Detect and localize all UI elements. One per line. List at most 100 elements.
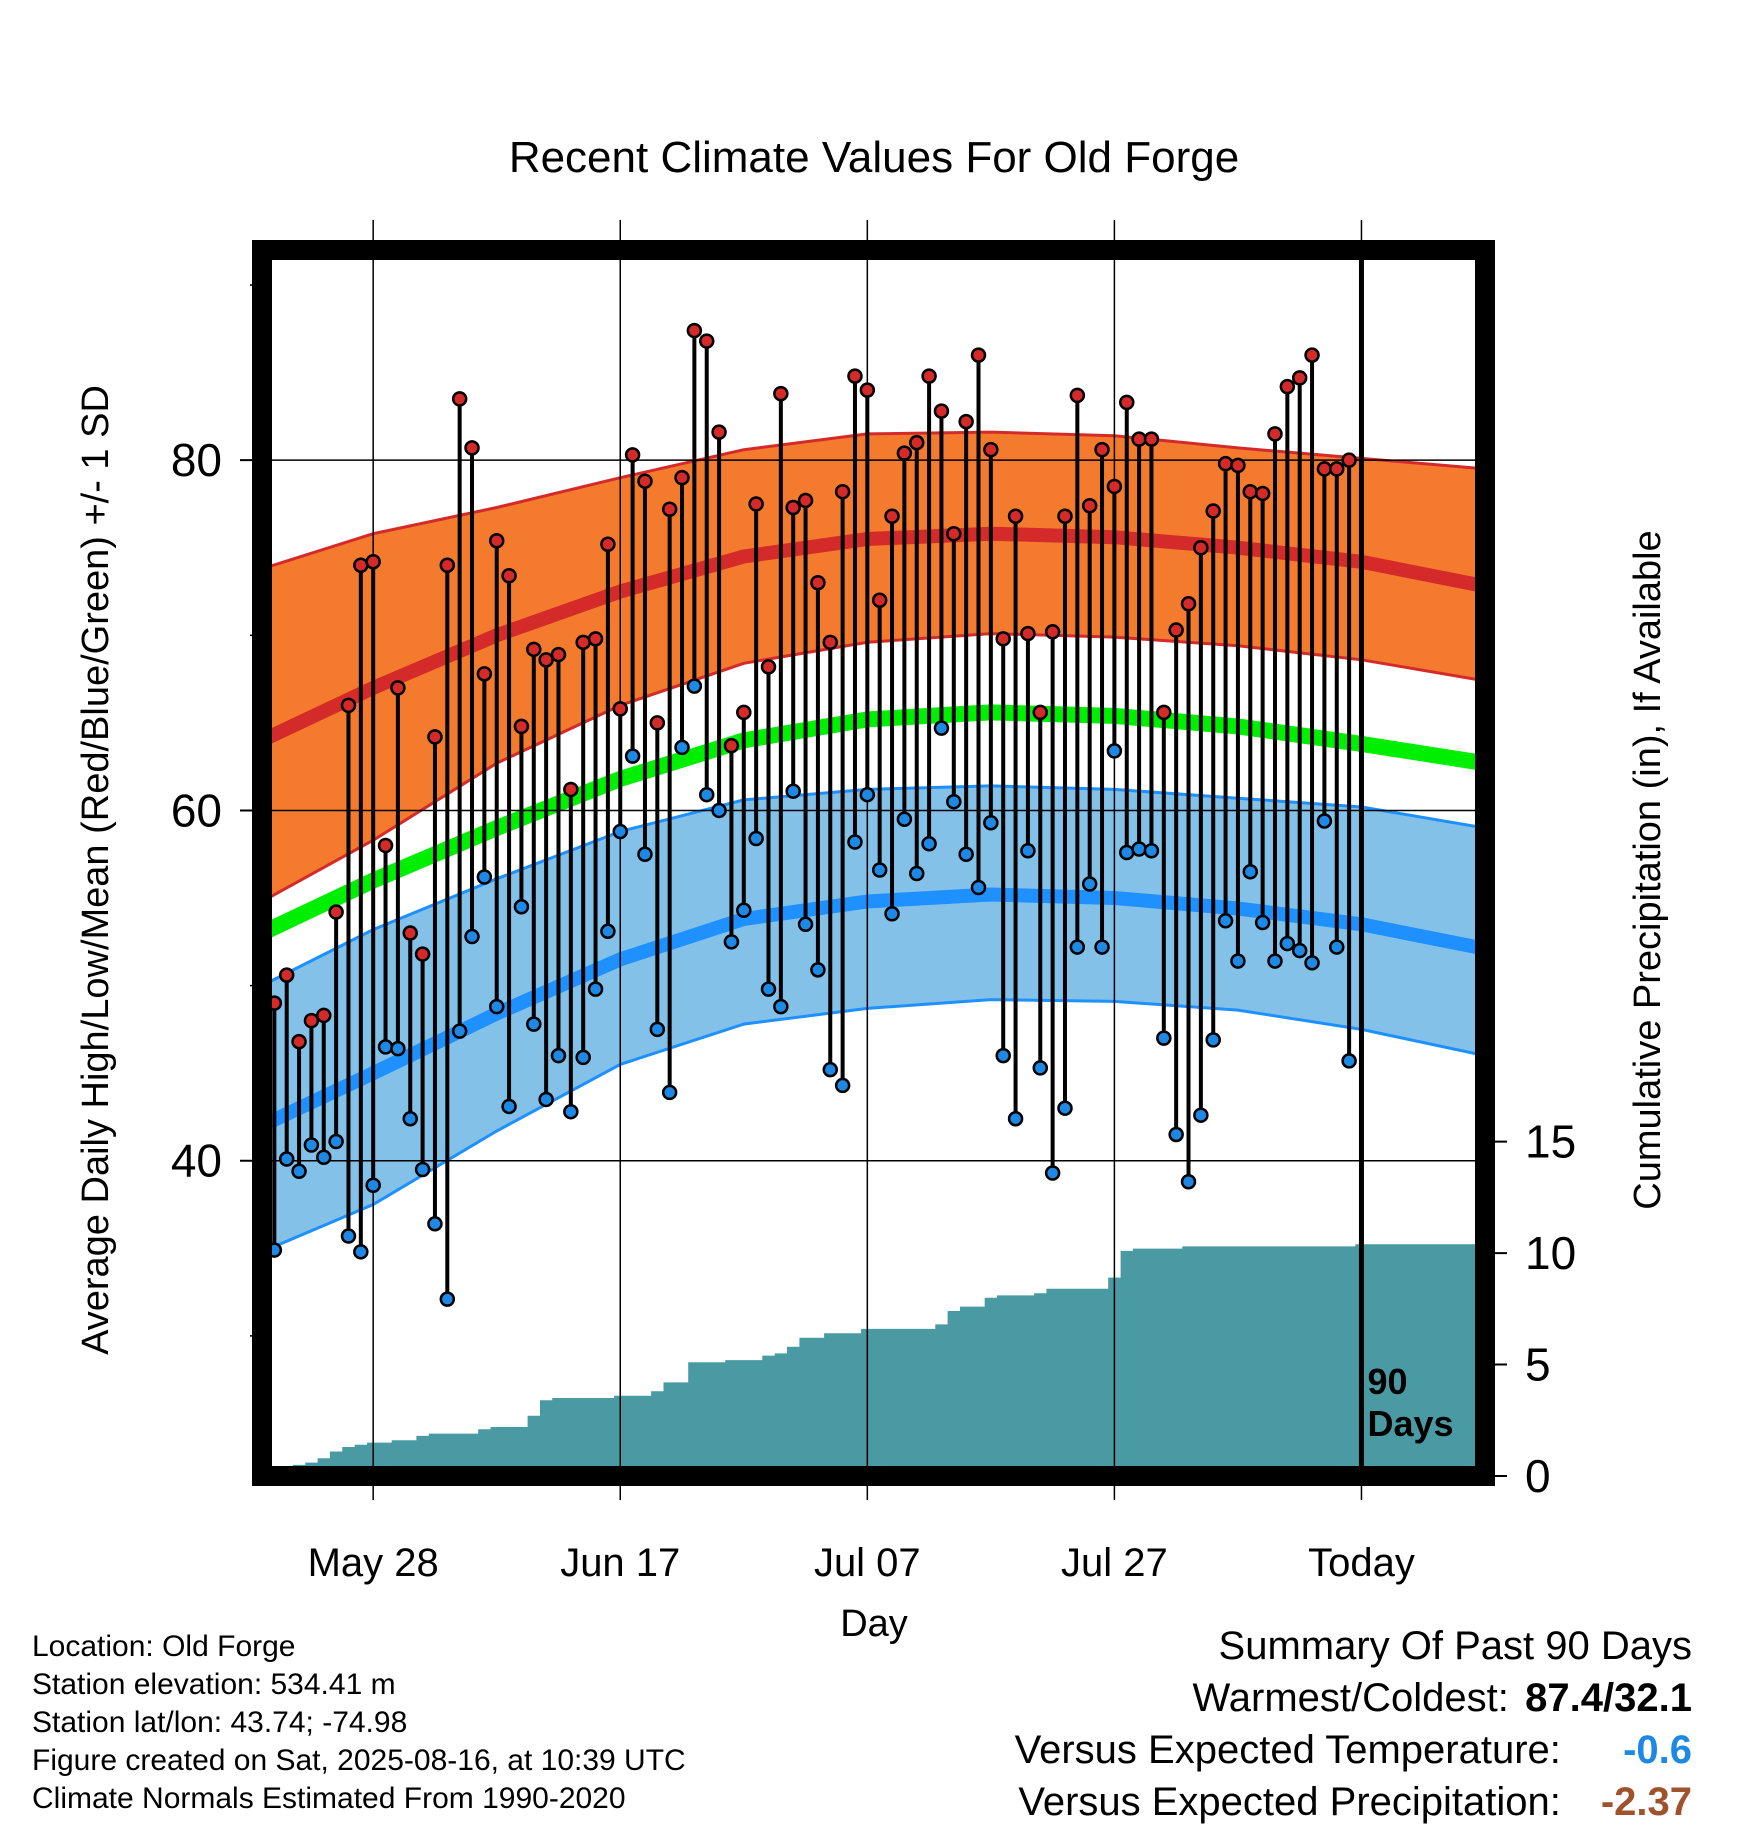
daily-low-point (1057, 1100, 1073, 1116)
daily-high-point (575, 634, 591, 651)
daily-low-point (1180, 1174, 1197, 1190)
daily-high-point (810, 575, 826, 591)
daily-high-point (1094, 441, 1110, 458)
daily-high-point (513, 718, 530, 735)
daily-low-point (884, 906, 900, 922)
daily-high-point (1329, 461, 1345, 477)
daily-high-point (921, 368, 937, 384)
daily-high-point (600, 536, 616, 552)
daily-high-point (1341, 452, 1357, 468)
daily-low-point (847, 834, 863, 850)
daily-low-point (1143, 842, 1160, 859)
daily-low-point (464, 928, 480, 945)
daily-low-point (921, 835, 937, 852)
daily-low-point (612, 823, 629, 840)
daily-high-point (390, 680, 406, 696)
daily-high-point (1143, 431, 1160, 447)
daily-high-point (859, 382, 876, 398)
daily-high-point (736, 704, 752, 721)
daily-low-point (1254, 914, 1271, 931)
daily-low-point (1267, 953, 1283, 969)
daily-low-point (291, 1163, 307, 1180)
daily-high-point (822, 634, 839, 651)
daily-low-point (822, 1061, 839, 1078)
daily-low-point (563, 1103, 579, 1120)
daily-low-point (1069, 939, 1086, 955)
daily-high-point (983, 441, 999, 458)
daily-low-point (1081, 876, 1098, 892)
daily-high-point (958, 413, 974, 430)
daily-high-point (439, 557, 456, 574)
daily-high-point (1316, 461, 1333, 477)
x-tick-label: Jul 07 (814, 1541, 921, 1585)
daily-low-point (1230, 953, 1246, 969)
daily-high-point (1131, 431, 1147, 447)
daily-low-point (933, 720, 950, 736)
daily-high-point (1069, 387, 1086, 404)
daily-high-point (884, 508, 900, 524)
daily-low-point (1291, 942, 1308, 959)
created-text: Figure created on Sat, 2025-08-16, at 10… (32, 1744, 686, 1777)
daily-high-point (748, 496, 764, 512)
daily-low-point (1304, 955, 1320, 971)
daily-high-point (711, 424, 727, 440)
daily-high-point (773, 385, 789, 402)
daily-low-point (353, 1244, 369, 1260)
daily-high-point (698, 333, 715, 349)
daily-low-point (1118, 844, 1135, 861)
daily-high-point (563, 781, 579, 798)
daily-high-point (328, 904, 344, 920)
y-tick-label: 80 (171, 434, 222, 486)
daily-low-point (488, 998, 505, 1015)
daily-high-point (1193, 539, 1209, 556)
daily-low-point (1094, 939, 1110, 955)
daily-low-point (871, 862, 888, 878)
daily-high-point (501, 568, 517, 584)
daily-high-point (785, 499, 801, 516)
summary-warm-cold: Warmest/Coldest: 87.4/32.1 (1015, 1672, 1693, 1724)
summary-title: Summary Of Past 90 Days (1218, 1624, 1692, 1668)
daily-high-point (834, 483, 851, 500)
x-axis-label: Day (840, 1603, 908, 1645)
daily-high-point (1291, 370, 1308, 386)
daily-high-point (1020, 625, 1036, 642)
precip-area (262, 1244, 1485, 1476)
daily-high-point (686, 322, 703, 339)
daily-low-point (1217, 913, 1234, 929)
daily-low-point (1205, 1032, 1221, 1048)
x-tick-label: May 28 (308, 1541, 439, 1585)
daily-high-point (1007, 508, 1024, 524)
precip-value: -2.37 (1600, 1780, 1692, 1824)
daily-low-point (834, 1077, 851, 1094)
today-window-label-line: 90 (1367, 1361, 1407, 1402)
daily-high-point (538, 652, 554, 668)
daily-low-point (624, 748, 641, 764)
daily-high-point (760, 659, 777, 675)
daily-high-point (377, 837, 394, 854)
daily-high-point (847, 368, 863, 384)
today-window-label-line: Days (1367, 1403, 1453, 1444)
daily-high-point (1230, 457, 1246, 474)
daily-low-point (995, 1047, 1011, 1064)
plot-area: 90 Days (262, 250, 1485, 1476)
precip-label: Versus Expected Precipitation: (1018, 1780, 1561, 1824)
chart-title: Recent Climate Values For Old Forge (509, 133, 1239, 182)
y2-tick-label: 0 (1525, 1450, 1551, 1502)
daily-high-point (427, 729, 443, 745)
daily-low-point (575, 1049, 591, 1066)
daily-low-point (674, 739, 690, 756)
daily-high-point (908, 434, 925, 451)
plot-frame (252, 240, 1495, 1486)
daily-high-point (550, 646, 567, 663)
daily-low-point (328, 1133, 344, 1150)
daily-low-point (439, 1291, 456, 1307)
daily-low-point (1020, 842, 1036, 859)
daily-low-point (896, 811, 913, 827)
daily-low-point (983, 814, 999, 831)
daily-low-point (736, 902, 752, 919)
daily-high-point (316, 1007, 332, 1024)
daily-high-point (587, 631, 604, 647)
daily-high-point (649, 715, 666, 731)
daily-low-point (946, 793, 962, 810)
daily-high-point (340, 697, 357, 714)
